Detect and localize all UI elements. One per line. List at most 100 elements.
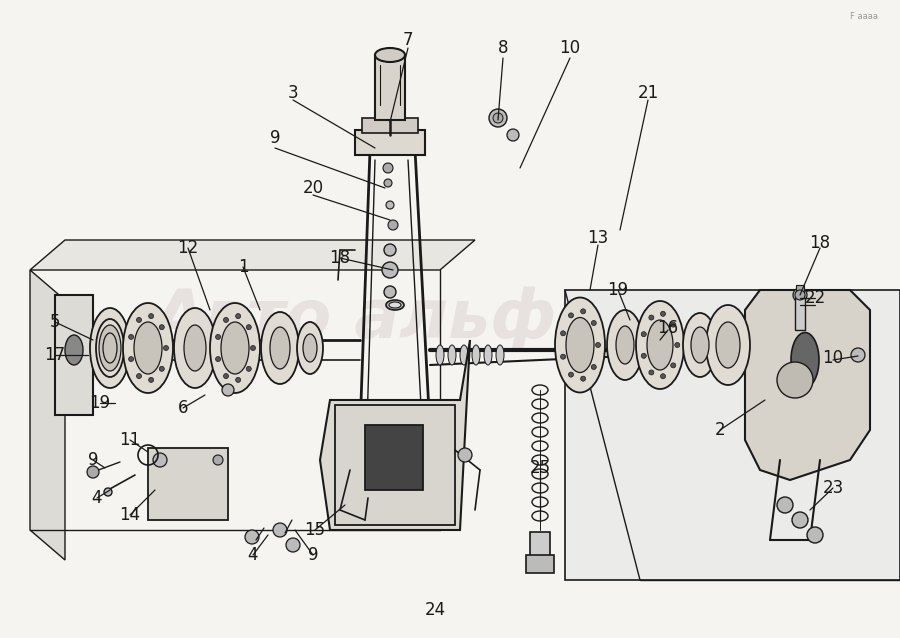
Circle shape <box>777 497 793 513</box>
Ellipse shape <box>683 313 717 377</box>
Bar <box>355 130 425 155</box>
Circle shape <box>382 262 398 278</box>
Circle shape <box>661 374 665 379</box>
Circle shape <box>561 354 565 359</box>
Text: Авто альфа: Авто альфа <box>154 286 602 352</box>
Text: 23: 23 <box>823 479 843 497</box>
Circle shape <box>273 523 287 537</box>
Bar <box>55 295 93 415</box>
Text: 9: 9 <box>308 546 319 564</box>
Ellipse shape <box>647 320 673 370</box>
Text: 2: 2 <box>715 421 725 439</box>
Ellipse shape <box>389 302 401 308</box>
Bar <box>365 425 423 490</box>
Circle shape <box>250 346 256 350</box>
Text: 9: 9 <box>270 129 280 147</box>
Circle shape <box>384 286 396 298</box>
Circle shape <box>148 314 154 318</box>
Text: 19: 19 <box>608 281 628 299</box>
Text: 18: 18 <box>809 234 831 252</box>
Ellipse shape <box>448 345 456 365</box>
Bar <box>375 55 405 120</box>
Ellipse shape <box>386 300 404 310</box>
Ellipse shape <box>691 327 709 363</box>
Circle shape <box>388 220 398 230</box>
Text: 12: 12 <box>177 239 199 257</box>
Circle shape <box>87 466 99 478</box>
Circle shape <box>129 334 133 339</box>
Ellipse shape <box>104 488 112 496</box>
Text: 17: 17 <box>44 346 66 364</box>
Bar <box>526 555 554 573</box>
Text: 21: 21 <box>637 84 659 102</box>
Circle shape <box>507 129 519 141</box>
Circle shape <box>216 357 220 362</box>
Circle shape <box>591 320 597 325</box>
Circle shape <box>649 315 654 320</box>
Circle shape <box>245 530 259 544</box>
Circle shape <box>137 374 141 378</box>
Circle shape <box>489 109 507 127</box>
Circle shape <box>384 179 392 187</box>
Text: 19: 19 <box>89 394 111 412</box>
Ellipse shape <box>210 303 260 393</box>
Text: F aaaa: F aaaa <box>850 12 878 21</box>
Polygon shape <box>30 270 65 560</box>
Ellipse shape <box>460 345 468 365</box>
Text: 8: 8 <box>498 39 508 57</box>
Circle shape <box>795 290 805 300</box>
Circle shape <box>649 370 654 375</box>
Circle shape <box>236 378 240 382</box>
Text: 18: 18 <box>329 249 351 267</box>
Text: 6: 6 <box>178 399 188 417</box>
Circle shape <box>159 366 165 371</box>
Bar <box>362 118 418 133</box>
Circle shape <box>642 353 646 359</box>
Text: 9: 9 <box>88 451 98 469</box>
Circle shape <box>137 318 141 322</box>
Circle shape <box>236 314 240 318</box>
Circle shape <box>153 453 167 467</box>
Ellipse shape <box>103 333 117 363</box>
Bar <box>148 448 228 520</box>
Bar <box>530 532 550 557</box>
Ellipse shape <box>134 322 162 374</box>
Circle shape <box>216 334 220 339</box>
Text: 10: 10 <box>823 349 843 367</box>
Text: 13: 13 <box>588 229 608 247</box>
Circle shape <box>148 378 154 382</box>
Text: 10: 10 <box>560 39 580 57</box>
Ellipse shape <box>375 48 405 62</box>
Circle shape <box>569 372 573 377</box>
Circle shape <box>386 201 394 209</box>
Circle shape <box>493 113 503 123</box>
Circle shape <box>222 384 234 396</box>
Ellipse shape <box>184 325 206 371</box>
Circle shape <box>670 363 676 368</box>
Circle shape <box>596 343 600 348</box>
Circle shape <box>164 346 168 350</box>
Circle shape <box>569 313 573 318</box>
Ellipse shape <box>716 322 740 368</box>
Text: 3: 3 <box>288 84 298 102</box>
Ellipse shape <box>607 310 643 380</box>
Ellipse shape <box>566 318 594 373</box>
Ellipse shape <box>303 334 317 362</box>
Circle shape <box>792 512 808 528</box>
Circle shape <box>561 330 565 336</box>
Circle shape <box>247 325 251 330</box>
Ellipse shape <box>65 335 83 365</box>
Bar <box>335 405 455 525</box>
Text: 4: 4 <box>92 489 103 507</box>
Text: 1: 1 <box>238 258 248 276</box>
Text: 15: 15 <box>304 521 326 539</box>
Circle shape <box>642 332 646 337</box>
Circle shape <box>129 357 133 362</box>
Ellipse shape <box>706 305 750 385</box>
Polygon shape <box>320 340 470 530</box>
Ellipse shape <box>261 312 299 384</box>
Circle shape <box>286 538 300 552</box>
Circle shape <box>383 163 393 173</box>
Circle shape <box>159 325 165 330</box>
Ellipse shape <box>96 319 124 377</box>
